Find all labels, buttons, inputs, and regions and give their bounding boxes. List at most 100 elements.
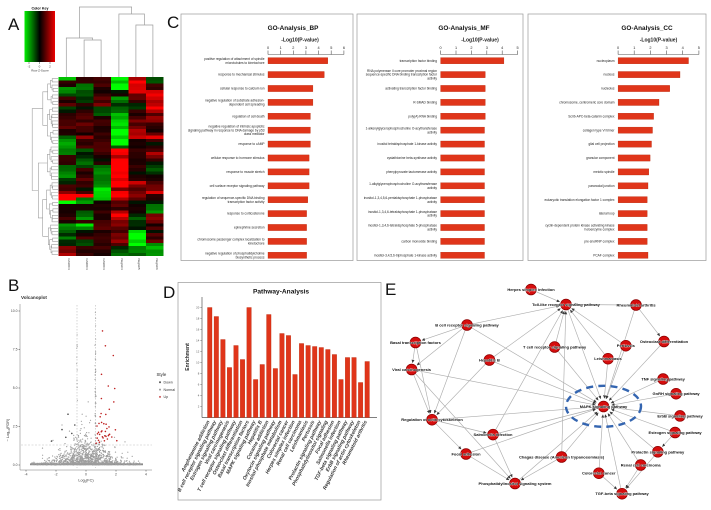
svg-text:Salmonella infection: Salmonella infection (474, 432, 513, 437)
svg-text:holoenzyme complex: holoenzyme complex (585, 228, 615, 232)
svg-text:Renal cell carcinoma: Renal cell carcinoma (621, 463, 662, 468)
svg-text:NegIsh4: NegIsh4 (120, 259, 124, 271)
svg-text:5.0: 5.0 (13, 386, 18, 390)
svg-text:cyclin-dependent protein kinas: cyclin-dependent protein kinase activati… (545, 224, 615, 228)
svg-text:2.5: 2.5 (13, 425, 18, 429)
svg-text:eukaryotic translation elongat: eukaryotic translation elongation factor… (545, 198, 615, 202)
svg-text:GO-Analysis_BP: GO-Analysis_BP (268, 25, 320, 32)
svg-text:0: 0 (440, 46, 442, 50)
svg-text:1: 1 (455, 46, 457, 50)
svg-text:chromosome passenger complex l: chromosome passenger complex localizatio… (197, 238, 264, 242)
svg-text:Down: Down (164, 381, 173, 385)
svg-text:dependent cell spreading: dependent cell spreading (229, 102, 265, 106)
svg-text:epinephrine secretion: epinephrine secretion (234, 226, 265, 230)
svg-text:GO-Analysis_MF: GO-Analysis_MF (438, 25, 489, 32)
svg-text:4: 4 (145, 473, 147, 477)
svg-text:Toll-like receptor signaling p: Toll-like receptor signaling pathway (532, 302, 600, 307)
svg-text:pre-snoRNP complex: pre-snoRNP complex (584, 240, 615, 244)
svg-text:regulation of sequence-specifi: regulation of sequence-specific DNA bind… (202, 196, 265, 200)
svg-text:7.5: 7.5 (13, 348, 18, 352)
svg-text:Up: Up (164, 395, 169, 399)
svg-text:4: 4 (682, 46, 684, 50)
svg-text:cell surface receptor signalin: cell surface receptor signaling pathway (210, 184, 265, 188)
svg-text:6: 6 (343, 46, 345, 50)
svg-text:Scrib-APC-beta-catenin complex: Scrib-APC-beta-catenin complex (568, 114, 615, 118)
svg-text:5: 5 (330, 46, 332, 50)
svg-text:chromosome, centromeric core d: chromosome, centromeric core domain (559, 101, 614, 105)
svg-text:0: 0 (85, 473, 87, 477)
svg-text:activity: activity (427, 130, 437, 134)
svg-text:10.0: 10.0 (11, 309, 18, 313)
svg-text:3: 3 (665, 46, 667, 50)
svg-text:A: A (8, 15, 20, 34)
svg-text:Color Key: Color Key (32, 7, 49, 11)
svg-text:transcription factor activity: transcription factor activity (228, 200, 265, 204)
svg-text:18: 18 (196, 317, 200, 321)
svg-text:3: 3 (486, 46, 488, 50)
svg-text:lateral loop: lateral loop (599, 212, 615, 216)
svg-text:Hepatitis B: Hepatitis B (479, 358, 500, 363)
svg-text:Normal: Normal (164, 388, 176, 392)
svg-text:inositol tetrakisphosphate 1-k: inositol tetrakisphosphate 1-kinase acti… (377, 142, 437, 146)
svg-text:12: 12 (196, 350, 200, 354)
svg-text:activating transcription facto: activating transcription factor binding (385, 87, 437, 91)
svg-text:Basal transcription factors: Basal transcription factors (390, 340, 441, 345)
svg-text:inositol-1,3,4,5,6-pentakispho: inositol-1,3,4,5,6-pentakisphosphate 1-p… (364, 196, 437, 200)
svg-text:nucleoplasm: nucleoplasm (597, 59, 615, 63)
svg-text:Estrogen signaling pathway: Estrogen signaling pathway (649, 430, 703, 435)
svg-text:Ish1DF3: Ish1DF3 (67, 259, 71, 271)
svg-text:D: D (163, 283, 175, 302)
svg-text:2: 2 (292, 46, 294, 50)
svg-text:paranodal junction: paranodal junction (588, 184, 614, 188)
svg-text:NegIsh6: NegIsh6 (155, 259, 159, 271)
svg-text:activity: activity (427, 228, 437, 232)
svg-text:MAPK signaling pathway: MAPK signaling pathway (580, 404, 628, 409)
svg-text:R-SMAD binding: R-SMAD binding (413, 101, 437, 105)
svg-text:8: 8 (198, 372, 200, 376)
svg-text:6: 6 (198, 383, 200, 387)
svg-text:1: 1 (280, 46, 282, 50)
svg-text:16: 16 (196, 328, 200, 332)
svg-text:2: 2 (198, 405, 200, 409)
svg-text:ErbB signaling pathway: ErbB signaling pathway (657, 413, 703, 418)
svg-text:negative regulation of phospha: negative regulation of phosphatidylcholi… (205, 251, 265, 255)
svg-text:1: 1 (633, 46, 635, 50)
svg-text:positive regulation of attachm: positive regulation of attachment of spi… (204, 57, 265, 61)
svg-text:Colorectal cancer: Colorectal cancer (582, 471, 616, 476)
svg-text:class mediator: class mediator (244, 132, 265, 136)
svg-text:microtubules to kinetochore: microtubules to kinetochore (226, 61, 265, 65)
svg-text:glial cell projection: glial cell projection (588, 142, 614, 146)
svg-text:NegIsh5: NegIsh5 (137, 259, 141, 271)
svg-text:collagen type VI trimer: collagen type VI trimer (583, 128, 616, 132)
svg-text:Pathway-Analysis: Pathway-Analysis (253, 289, 309, 296)
svg-text:Style: Style (157, 372, 167, 377)
svg-text:signaling pathway in response: signaling pathway in response to DNA dam… (188, 128, 265, 132)
svg-text:Regulation of actin cytoskelet: Regulation of actin cytoskeleton (401, 417, 463, 422)
svg-text:0: 0 (267, 46, 269, 50)
svg-text:kinetochore: kinetochore (248, 241, 265, 245)
svg-text:response to muscle stretch: response to muscle stretch (226, 170, 264, 174)
svg-text:2: 2 (649, 46, 651, 50)
svg-text:C: C (167, 13, 179, 32)
svg-text:activity: activity (427, 186, 437, 190)
svg-text:Rheumatoid arthritis: Rheumatoid arthritis (616, 303, 656, 308)
svg-text:transcription factor binding: transcription factor binding (400, 59, 438, 63)
svg-text:cystathionine beta-synthase ac: cystathionine beta-synthase activity (387, 156, 438, 160)
svg-text:response to mechanical stimulu: response to mechanical stimulus (218, 73, 265, 77)
svg-text:20: 20 (196, 306, 200, 310)
svg-text:Ish2DF3: Ish2DF3 (85, 259, 89, 271)
svg-text:Focal adhesion: Focal adhesion (451, 452, 481, 457)
svg-text:Enrichment: Enrichment (185, 343, 191, 371)
svg-text:response to corticosterone: response to corticosterone (227, 212, 265, 216)
svg-text:B: B (8, 276, 19, 295)
svg-text:phenylpyruvate tautomerase act: phenylpyruvate tautomerase activity (386, 170, 437, 174)
svg-text:PCAF complex: PCAF complex (593, 253, 615, 257)
svg-text:inositol-1,3,4,6-tetrakisphosp: inositol-1,3,4,6-tetrakisphosphate 5-pho… (368, 224, 437, 228)
svg-text:negative regulation of intrins: negative regulation of intrinsic apoptot… (209, 124, 265, 128)
svg-text:4: 4 (318, 46, 320, 50)
svg-text:meiotic spindle: meiotic spindle (593, 170, 614, 174)
svg-text:-2: -2 (28, 65, 31, 69)
svg-text:-Log10(P-value): -Log10(P-value) (281, 38, 319, 44)
svg-text:carbon monoxide binding: carbon monoxide binding (401, 240, 437, 244)
svg-text:biosynthetic process: biosynthetic process (236, 255, 265, 259)
